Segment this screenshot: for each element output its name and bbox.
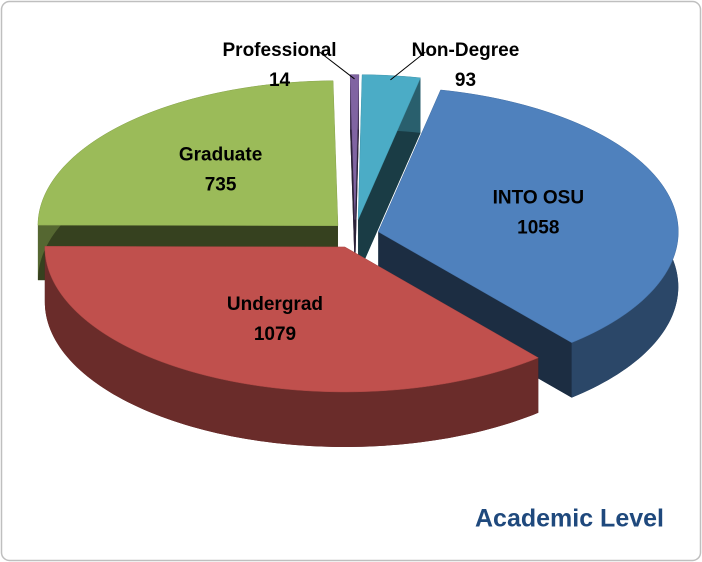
slice bbox=[357, 74, 421, 275]
slice-top bbox=[37, 80, 339, 226]
slice-top bbox=[349, 74, 360, 220]
slice bbox=[349, 74, 360, 275]
data-label-name: Undergrad bbox=[227, 294, 323, 315]
data-label-value: 1058 bbox=[517, 217, 559, 238]
slice-top bbox=[44, 246, 539, 393]
data-label-value: 14 bbox=[269, 70, 291, 91]
data-label-name: INTO OSU bbox=[493, 187, 585, 208]
data-label-value: 735 bbox=[205, 175, 237, 196]
slice-top bbox=[357, 74, 421, 220]
slice bbox=[377, 89, 679, 398]
data-label-value: 93 bbox=[455, 70, 476, 91]
data-label-name: Graduate bbox=[179, 145, 262, 166]
slice-top bbox=[377, 89, 679, 343]
leader-line bbox=[390, 51, 426, 81]
data-label-name: Non-Degree bbox=[412, 40, 520, 61]
slice-wall bbox=[44, 246, 539, 447]
data-label-name: Professional bbox=[223, 40, 337, 61]
data-label-value: 1079 bbox=[254, 324, 296, 345]
chart-title: Academic Level bbox=[475, 505, 664, 533]
slice bbox=[44, 246, 539, 447]
leader-line bbox=[319, 51, 355, 80]
